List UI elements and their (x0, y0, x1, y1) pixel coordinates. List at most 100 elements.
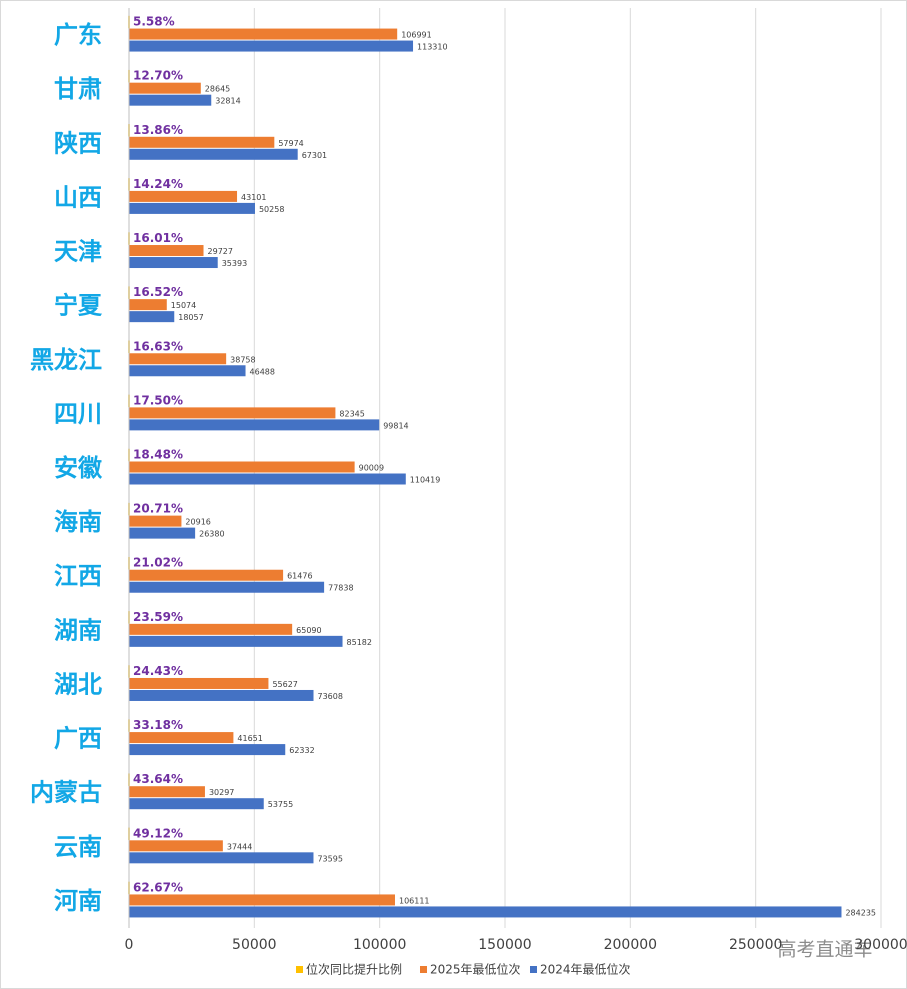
bar (129, 581, 325, 593)
data-label: 73608 (318, 692, 343, 701)
bar (129, 299, 167, 311)
category-label: 四川 (54, 400, 102, 428)
bar (129, 311, 175, 323)
bar (129, 623, 293, 635)
data-label: 43.64% (133, 772, 183, 786)
data-label: 62332 (289, 746, 314, 755)
data-label: 46488 (250, 367, 275, 376)
data-label: 57974 (278, 139, 303, 148)
category-label: 海南 (54, 508, 102, 536)
bar (129, 732, 234, 744)
bar (129, 190, 238, 202)
bar (129, 906, 842, 918)
data-label: 37444 (227, 842, 252, 851)
bar (129, 689, 314, 701)
data-label: 55627 (272, 680, 297, 689)
data-label: 17.50% (133, 393, 183, 407)
data-label: 20.71% (133, 502, 183, 516)
x-tick-label: 100000 (353, 937, 406, 953)
category-label: 河南 (54, 887, 102, 915)
bar (129, 840, 223, 852)
data-label: 49.12% (133, 826, 183, 840)
data-label: 20916 (185, 518, 210, 527)
bar (129, 473, 406, 485)
category-label: 天津 (54, 238, 102, 266)
data-label: 99814 (383, 421, 408, 430)
data-label: 16.63% (133, 339, 183, 353)
data-label: 53755 (268, 800, 293, 809)
bar (129, 798, 264, 810)
bar (129, 202, 255, 214)
bar (129, 894, 395, 906)
bar (129, 365, 246, 377)
x-tick-label: 300000 (854, 937, 907, 953)
category-label: 宁夏 (54, 292, 103, 320)
bar (129, 677, 269, 689)
data-label: 41651 (237, 734, 262, 743)
bar (129, 744, 286, 756)
bar (129, 515, 182, 527)
bar (129, 148, 298, 160)
bar (129, 245, 204, 257)
legend-label: 2024年最低位次 (540, 962, 631, 977)
category-label: 云南 (54, 833, 102, 861)
bar (129, 257, 218, 269)
bar (129, 40, 414, 52)
data-label: 82345 (339, 409, 364, 418)
bar (129, 852, 314, 864)
category-label: 湖南 (54, 616, 102, 644)
data-label: 13.86% (133, 123, 183, 137)
bar (129, 136, 275, 148)
legend-swatch (530, 966, 537, 973)
x-tick-label: 0 (125, 937, 134, 953)
data-label: 35393 (222, 259, 247, 268)
data-label: 77838 (328, 584, 353, 593)
data-label: 30297 (209, 788, 234, 797)
x-tick-label: 200000 (604, 937, 657, 953)
data-label: 15074 (171, 301, 196, 310)
x-tick-label: 250000 (729, 937, 782, 953)
x-tick-label: 50000 (232, 937, 277, 953)
data-label: 38758 (230, 355, 255, 364)
data-label: 24.43% (133, 664, 183, 678)
data-label: 110419 (410, 476, 441, 485)
data-label: 106111 (399, 896, 430, 905)
data-label: 16.01% (133, 231, 183, 245)
data-label: 33.18% (133, 718, 183, 732)
data-label: 28645 (205, 85, 230, 94)
bar (129, 407, 336, 419)
legend-swatch (296, 966, 303, 973)
bar (129, 94, 212, 106)
data-label: 85182 (347, 638, 372, 647)
bar (129, 635, 343, 647)
category-label: 安徽 (54, 454, 103, 482)
bar (129, 82, 201, 94)
data-label: 23.59% (133, 610, 183, 624)
data-label: 12.70% (133, 69, 183, 83)
grid (253, 8, 882, 928)
data-label: 106991 (401, 31, 432, 40)
data-label: 16.52% (133, 285, 183, 299)
category-label: 黑龙江 (30, 346, 102, 374)
data-label: 61476 (287, 572, 312, 581)
category-label: 江西 (54, 562, 102, 590)
data-label: 14.24% (133, 177, 183, 191)
category-label: 广东 (54, 21, 102, 49)
category-label: 内蒙古 (30, 779, 102, 807)
legend-label: 2025年最低位次 (430, 962, 521, 977)
data-label: 21.02% (133, 556, 183, 570)
data-label: 113310 (417, 43, 448, 52)
legend-swatch (420, 966, 427, 973)
data-label: 5.58% (133, 15, 175, 29)
bar (129, 419, 380, 431)
category-label: 山西 (54, 183, 102, 211)
bar (129, 527, 196, 539)
watermark: 高考直通车 (777, 939, 872, 961)
category-label: 甘肃 (54, 75, 102, 103)
legend-label: 位次同比提升比例 (306, 962, 402, 977)
data-label: 73595 (317, 854, 342, 863)
data-label: 284235 (845, 908, 876, 917)
category-label: 陕西 (54, 129, 102, 157)
data-label: 29727 (208, 247, 233, 256)
